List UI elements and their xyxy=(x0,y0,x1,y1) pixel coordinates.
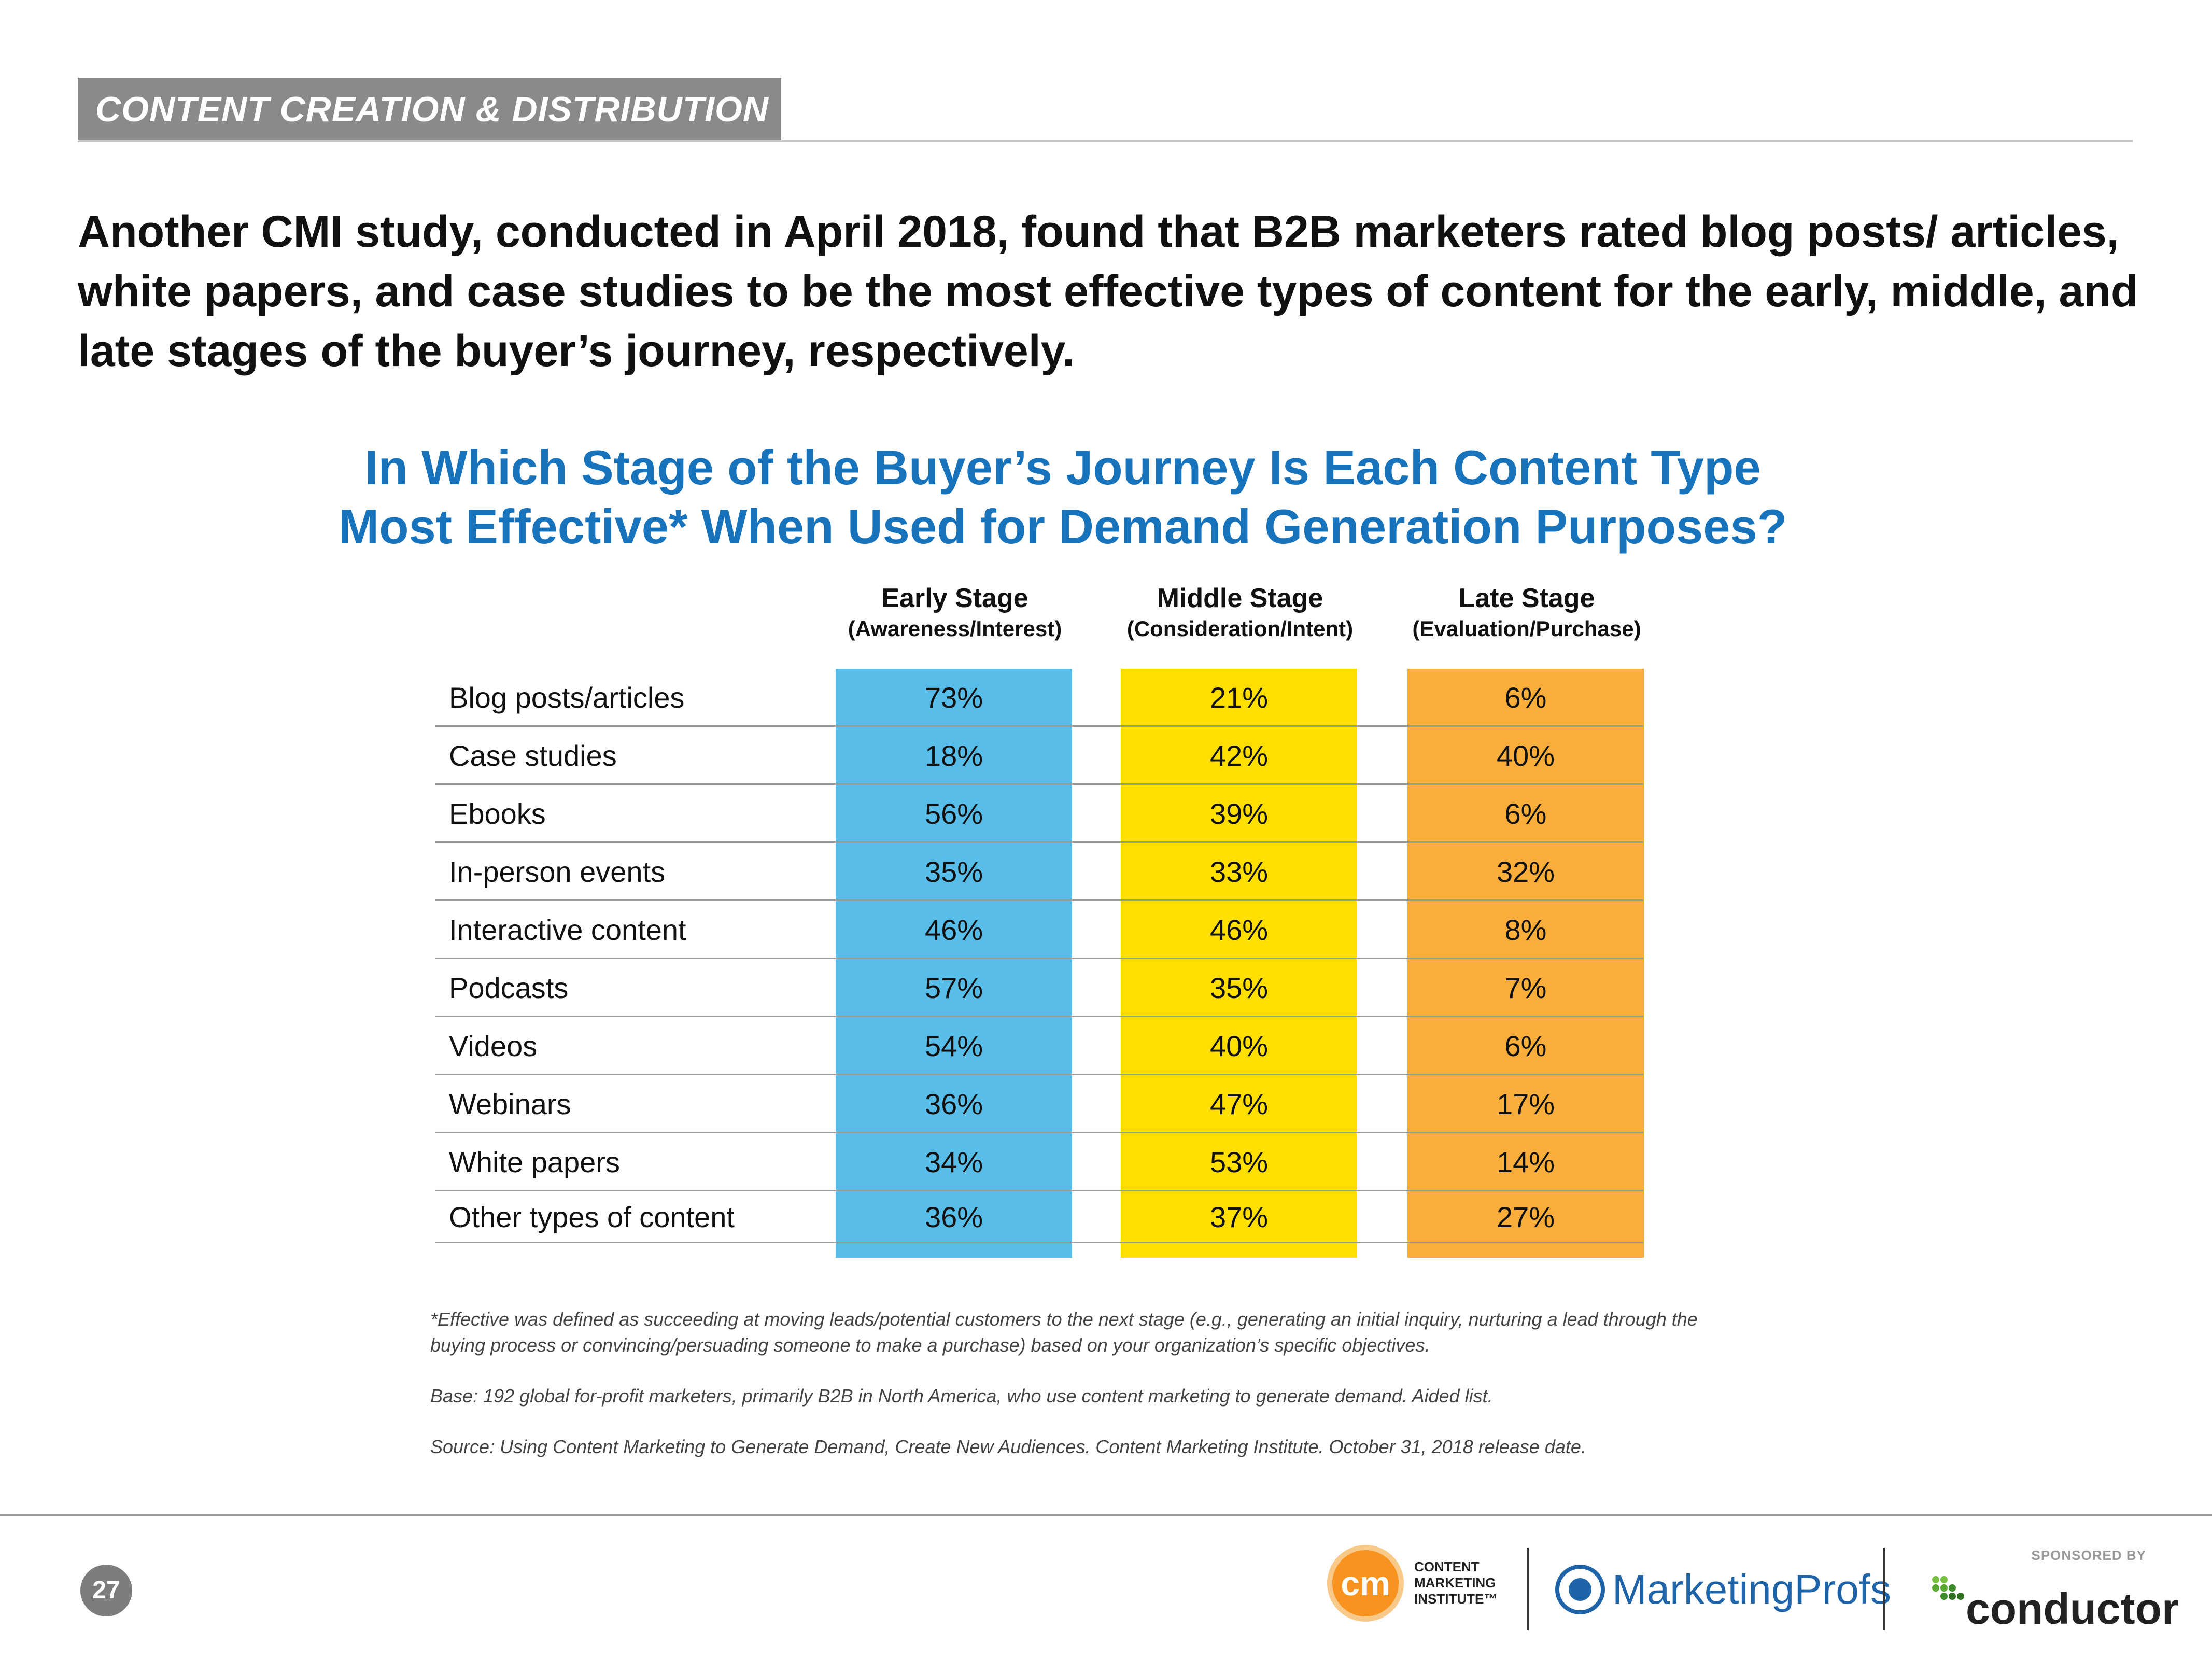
cell-value: 32% xyxy=(1496,855,1555,888)
cell-value: 6% xyxy=(1504,797,1547,830)
chart-title-line-1: In Which Stage of the Buyer’s Journey Is… xyxy=(364,440,1761,495)
table-row: Other types of content 36% 37% 27% xyxy=(435,1191,1643,1243)
cell-value: 47% xyxy=(1209,1088,1269,1120)
cell-value: 56% xyxy=(924,797,983,830)
logo-divider xyxy=(1527,1548,1529,1630)
table-row: Ebooks 56% 39% 6% xyxy=(435,785,1643,843)
table-row: Videos 54% 40% 6% xyxy=(435,1017,1643,1075)
cell-value: 6% xyxy=(1504,681,1547,714)
row-label: White papers xyxy=(449,1146,620,1178)
conductor-logo: SPONSORED BY conductor xyxy=(1928,1548,2179,1636)
table-row: In-person events 35% 33% 32% xyxy=(435,843,1643,901)
cell-value: 8% xyxy=(1504,913,1547,946)
column-header-early-name: Early Stage xyxy=(881,583,1028,613)
cell-value: 57% xyxy=(924,972,983,1004)
column-bg-early xyxy=(836,669,1072,1258)
column-header-late-name: Late Stage xyxy=(1458,583,1595,613)
sponsored-by-label: SPONSORED BY xyxy=(2031,1548,2146,1563)
note-base: Base: 192 global for-profit marketers, p… xyxy=(430,1385,1493,1407)
row-label: Webinars xyxy=(449,1088,571,1120)
cell-value: 46% xyxy=(1209,913,1269,946)
headline: Another CMI study, conducted in April 20… xyxy=(78,207,2138,376)
column-bg-late xyxy=(1407,669,1644,1258)
marketingprofs-logo-text: MarketingProfs xyxy=(1612,1566,1891,1612)
table-row: White papers 34% 53% 14% xyxy=(435,1133,1643,1191)
cmi-logo: cm CONTENT MARKETING INSTITUTE™ xyxy=(1327,1542,1524,1625)
conductor-logo-text: conductor xyxy=(1966,1584,2179,1633)
cell-value: 21% xyxy=(1209,681,1269,714)
table-row: Interactive content 46% 46% 8% xyxy=(435,901,1643,959)
column-bg-middle xyxy=(1121,669,1357,1258)
row-label: Other types of content xyxy=(449,1201,735,1233)
cell-value: 54% xyxy=(924,1030,983,1062)
column-header-early-sub: (Awareness/Interest) xyxy=(848,616,1062,641)
cmi-logo-text: CONTENT MARKETING INSTITUTE™ xyxy=(1414,1559,1523,1607)
cell-value: 73% xyxy=(924,681,983,714)
footer-divider xyxy=(0,1514,2212,1516)
column-header-middle: Middle Stage (Consideration/Intent) xyxy=(1105,582,1375,643)
cell-value: 36% xyxy=(924,1201,983,1233)
marketingprofs-logo: MarketingProfs xyxy=(1555,1555,1891,1623)
logo-divider xyxy=(1883,1548,1885,1630)
row-label: Case studies xyxy=(449,739,617,772)
cell-value: 18% xyxy=(924,739,983,772)
cell-value: 35% xyxy=(1209,972,1269,1004)
cell-value: 36% xyxy=(924,1088,983,1120)
row-label: In-person events xyxy=(449,855,666,888)
marketingprofs-icon xyxy=(1555,1565,1605,1614)
cell-value: 53% xyxy=(1209,1146,1269,1178)
table-row: Blog posts/articles 73% 21% 6% xyxy=(435,669,1643,727)
column-header-early: Early Stage (Awareness/Interest) xyxy=(820,582,1090,643)
column-header-middle-sub: (Consideration/Intent) xyxy=(1126,616,1354,641)
row-label: Podcasts xyxy=(449,972,569,1004)
cell-value: 46% xyxy=(924,913,983,946)
cell-value: 39% xyxy=(1209,797,1269,830)
cell-value: 37% xyxy=(1209,1201,1269,1233)
cmi-logo-line-3: INSTITUTE™ xyxy=(1414,1591,1498,1607)
column-header-middle-name: Middle Stage xyxy=(1157,583,1323,613)
cell-value: 33% xyxy=(1209,855,1269,888)
table-row: Podcasts 57% 35% 7% xyxy=(435,959,1643,1017)
section-divider xyxy=(78,140,2133,142)
cell-value: 7% xyxy=(1504,972,1547,1004)
conductor-dots-icon xyxy=(1932,1576,1964,1600)
cmi-logo-mark: cm xyxy=(1327,1545,1404,1622)
cell-value: 40% xyxy=(1496,739,1555,772)
page-number: 27 xyxy=(80,1565,132,1616)
section-label: CONTENT CREATION & DISTRIBUTION xyxy=(78,78,781,141)
note-definition: *Effective was defined as succeeding at … xyxy=(430,1309,1698,1356)
note-source: Source: Using Content Marketing to Gener… xyxy=(430,1436,1586,1457)
column-header-late-sub: (Evaluation/Purchase) xyxy=(1412,616,1641,641)
chart-title-line-2: Most Effective* When Used for Demand Gen… xyxy=(338,499,1787,554)
cmi-logo-line-1: CONTENT xyxy=(1414,1559,1480,1574)
table-row: Case studies 18% 42% 40% xyxy=(435,727,1643,785)
chart-title: In Which Stage of the Buyer’s Journey Is… xyxy=(285,438,1840,556)
row-label: Interactive content xyxy=(449,913,686,946)
row-label: Blog posts/articles xyxy=(449,681,685,714)
cell-value: 17% xyxy=(1496,1088,1555,1120)
data-table: Blog posts/articles 73% 21% 6% Case studies 1… xyxy=(435,669,1643,1243)
footnotes: *Effective was defined as succeeding at … xyxy=(430,1306,1747,1485)
cell-value: 42% xyxy=(1209,739,1269,772)
row-label: Videos xyxy=(449,1030,538,1062)
cell-value: 40% xyxy=(1209,1030,1269,1062)
cell-value: 14% xyxy=(1496,1146,1555,1178)
cmi-logo-line-2: MARKETING xyxy=(1414,1575,1496,1591)
cell-value: 6% xyxy=(1504,1030,1547,1062)
cell-value: 34% xyxy=(924,1146,983,1178)
cell-value: 35% xyxy=(924,855,983,888)
table-row: Webinars 36% 47% 17% xyxy=(435,1075,1643,1133)
column-header-late: Late Stage (Evaluation/Purchase) xyxy=(1392,582,1661,643)
row-label: Ebooks xyxy=(449,797,546,830)
cell-value: 27% xyxy=(1496,1201,1555,1233)
